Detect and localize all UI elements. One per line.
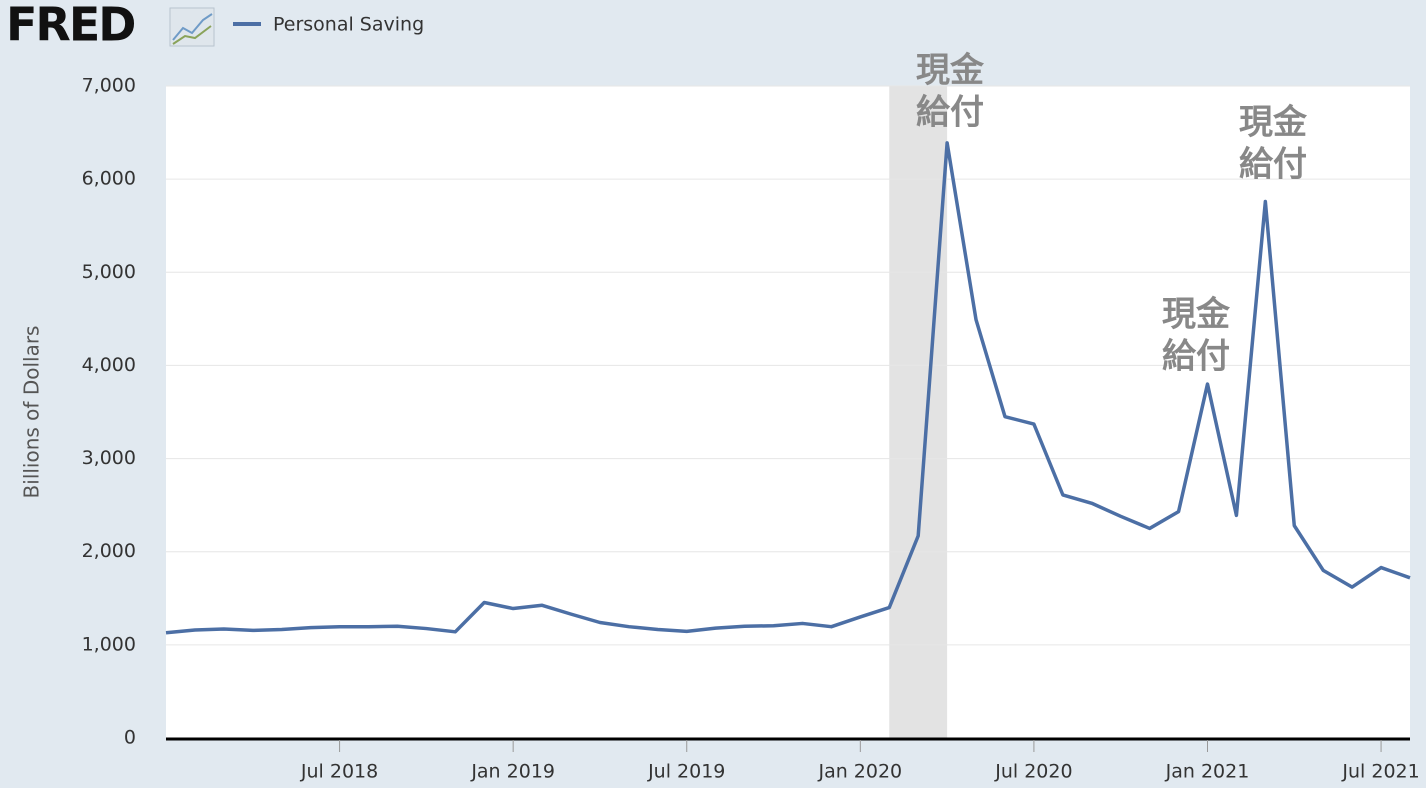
y-tick-label: 6,000	[82, 168, 136, 190]
x-tick-label: Jan 2020	[817, 761, 902, 783]
annotation: 給付	[916, 93, 984, 133]
plot-area	[166, 86, 1410, 738]
x-tick-label: Jul 2018	[300, 761, 378, 783]
y-tick-label: 4,000	[82, 354, 136, 376]
annotation: 現金	[916, 51, 985, 91]
annotation: 現金	[1162, 295, 1231, 335]
y-tick-label: 0	[124, 727, 136, 749]
x-tick-label: Jul 2021	[1341, 761, 1419, 783]
x-tick-label: Jan 2019	[470, 761, 555, 783]
annotation: 給付	[1239, 145, 1307, 185]
annotation: 給付	[1162, 337, 1230, 377]
logo-icon	[169, 7, 215, 47]
series-line	[165, 141, 1411, 635]
legend-label: Personal Saving	[273, 14, 424, 36]
annotation: 現金	[1239, 103, 1308, 143]
y-tick-label: 7,000	[82, 75, 136, 97]
y-tick-label: 5,000	[82, 261, 136, 283]
y-tick-label: 2,000	[82, 540, 136, 562]
y-tick-label: 1,000	[82, 633, 136, 655]
x-tick-label: Jul 2019	[647, 761, 725, 783]
recession-shade	[889, 86, 948, 738]
x-tick-label: Jul 2020	[994, 761, 1072, 783]
y-tick-label: 3,000	[82, 447, 136, 469]
logo[interactable]: FRED	[6, 0, 136, 52]
y-axis-label: Billions of Dollars	[20, 326, 44, 499]
x-tick-label: Jan 2021	[1165, 761, 1250, 783]
